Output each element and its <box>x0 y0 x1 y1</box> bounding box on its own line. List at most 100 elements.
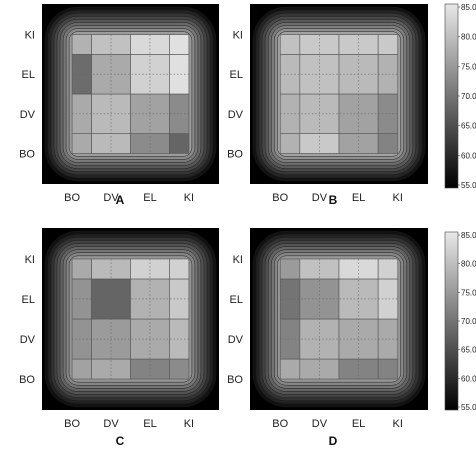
x-tick-label: EL <box>143 192 156 204</box>
x-tick-label: KI <box>184 418 194 430</box>
colorbar-tick-label: 80.0 <box>461 33 476 42</box>
colorbar-gradient <box>444 3 459 189</box>
heatmap-cell <box>71 54 92 95</box>
y-tick-label: EL <box>230 69 243 81</box>
x-tick-label: BO <box>272 418 288 430</box>
heatmap-cell <box>338 358 379 380</box>
heatmap-cell <box>91 34 131 55</box>
heatmap-cell <box>299 34 340 55</box>
heatmap-panel-c: BO DV EL KI BO DV EL KI C <box>19 228 219 448</box>
heatmap-cell <box>279 54 301 95</box>
heatmap-cell <box>377 358 399 380</box>
colorbar-tick-label: 85.0 <box>461 231 476 240</box>
x-tick-label: EL <box>352 192 365 204</box>
heatmap-cell <box>377 133 399 154</box>
x-tick-label: BO <box>64 192 80 204</box>
y-tick-label: KI <box>233 254 243 266</box>
panel-label: B <box>329 193 338 207</box>
heatmap-cell <box>71 258 92 280</box>
heatmap-cell <box>279 358 301 380</box>
heatmap-cell <box>71 133 92 154</box>
colorbar-tick-label: 65.0 <box>461 122 476 131</box>
colorbar-tick-label: 75.0 <box>461 62 476 71</box>
heatmap-cell <box>299 358 340 380</box>
heatmap-cell <box>279 278 301 320</box>
y-tick-label: DV <box>20 334 36 346</box>
y-tick-label: EL <box>22 69 35 81</box>
x-tick-label: KI <box>393 192 403 204</box>
heatmap-cell <box>130 34 170 55</box>
y-tick-label: EL <box>230 294 243 306</box>
heatmap-cell <box>91 358 131 380</box>
colorbar-tick-label: 60.0 <box>461 151 476 160</box>
panel-label: A <box>116 193 125 207</box>
heatmap-cell <box>71 93 92 134</box>
y-tick-label: BO <box>19 374 35 386</box>
x-tick-label: BO <box>64 418 80 430</box>
heatmap-cell <box>71 358 92 380</box>
heatmap-cell <box>279 133 301 154</box>
x-tick-label: DV <box>312 192 328 204</box>
colorbar-tick-label: 60.0 <box>461 374 476 383</box>
heatmap-cell <box>279 318 301 360</box>
x-tick-label: DV <box>312 418 328 430</box>
y-tick-label: DV <box>228 334 244 346</box>
heatmap-cell <box>279 258 301 280</box>
heatmap-cell <box>377 93 399 134</box>
panel-label: D <box>329 434 338 448</box>
panel-label: C <box>116 434 125 448</box>
heatmap-cell <box>377 54 399 95</box>
heatmap-cell <box>71 34 92 55</box>
y-tick-label: EL <box>22 294 35 306</box>
colorbar-gradient <box>444 231 459 411</box>
heatmap-cell <box>169 258 190 280</box>
colorbar-tick-label: 70.0 <box>461 92 476 101</box>
heatmap-cell <box>130 258 170 280</box>
y-tick-label: BO <box>227 148 243 160</box>
x-tick-label: KI <box>184 192 194 204</box>
heatmap-panel-a: BO DV EL KI BO DV EL KI A <box>19 4 219 207</box>
heatmap-cell <box>71 318 92 360</box>
heatmap-cell <box>377 34 399 55</box>
colorbar-tick-label: 70.0 <box>461 317 476 326</box>
colorbar: 85.0 80.0 75.0 70.0 65.0 60.0 55.0 <box>444 3 476 190</box>
x-tick-label: EL <box>352 418 365 430</box>
heatmap-cell <box>169 54 190 95</box>
heatmap-cell <box>169 34 190 55</box>
y-tick-label: KI <box>25 30 35 42</box>
colorbar-tick-label: 75.0 <box>461 288 476 297</box>
y-tick-label: KI <box>25 254 35 266</box>
heatmap-cell <box>377 278 399 320</box>
x-tick-label: DV <box>103 418 119 430</box>
y-tick-label: BO <box>19 148 35 160</box>
heatmap-cell <box>71 278 92 320</box>
x-tick-label: DV <box>103 192 119 204</box>
heatmap-cell <box>279 34 301 55</box>
heatmap-cell <box>338 34 379 55</box>
heatmap-cell <box>169 133 190 154</box>
colorbar-tick-label: 55.0 <box>461 403 476 412</box>
y-tick-label: DV <box>228 109 244 121</box>
x-tick-label: EL <box>143 418 156 430</box>
colorbar-tick-label: 85.0 <box>461 3 476 12</box>
x-tick-label: KI <box>393 418 403 430</box>
x-tick-label: BO <box>272 192 288 204</box>
colorbar-tick-label: 55.0 <box>461 181 476 190</box>
colorbar-tick-label: 80.0 <box>461 260 476 269</box>
colorbar: 85.0 80.0 75.0 70.0 65.0 60.0 55.0 <box>444 231 476 412</box>
y-tick-label: KI <box>233 30 243 42</box>
heatmap-cell <box>377 318 399 360</box>
y-tick-label: BO <box>227 374 243 386</box>
heatmap-cell <box>91 258 131 280</box>
heatmap-cell <box>377 258 399 280</box>
heatmap-panel-d: BO DV EL KI BO DV EL KI D <box>227 228 428 448</box>
y-tick-label: DV <box>20 109 36 121</box>
heatmap-cell <box>338 258 379 280</box>
heatmap-cell <box>130 358 170 380</box>
heatmap-cell <box>169 318 190 360</box>
heatmap-cell <box>169 278 190 320</box>
colorbar-tick-label: 65.0 <box>461 346 476 355</box>
heatmap-cell <box>169 358 190 380</box>
heatmap-panel-b: BO DV EL KI BO DV EL KI B <box>227 4 428 207</box>
